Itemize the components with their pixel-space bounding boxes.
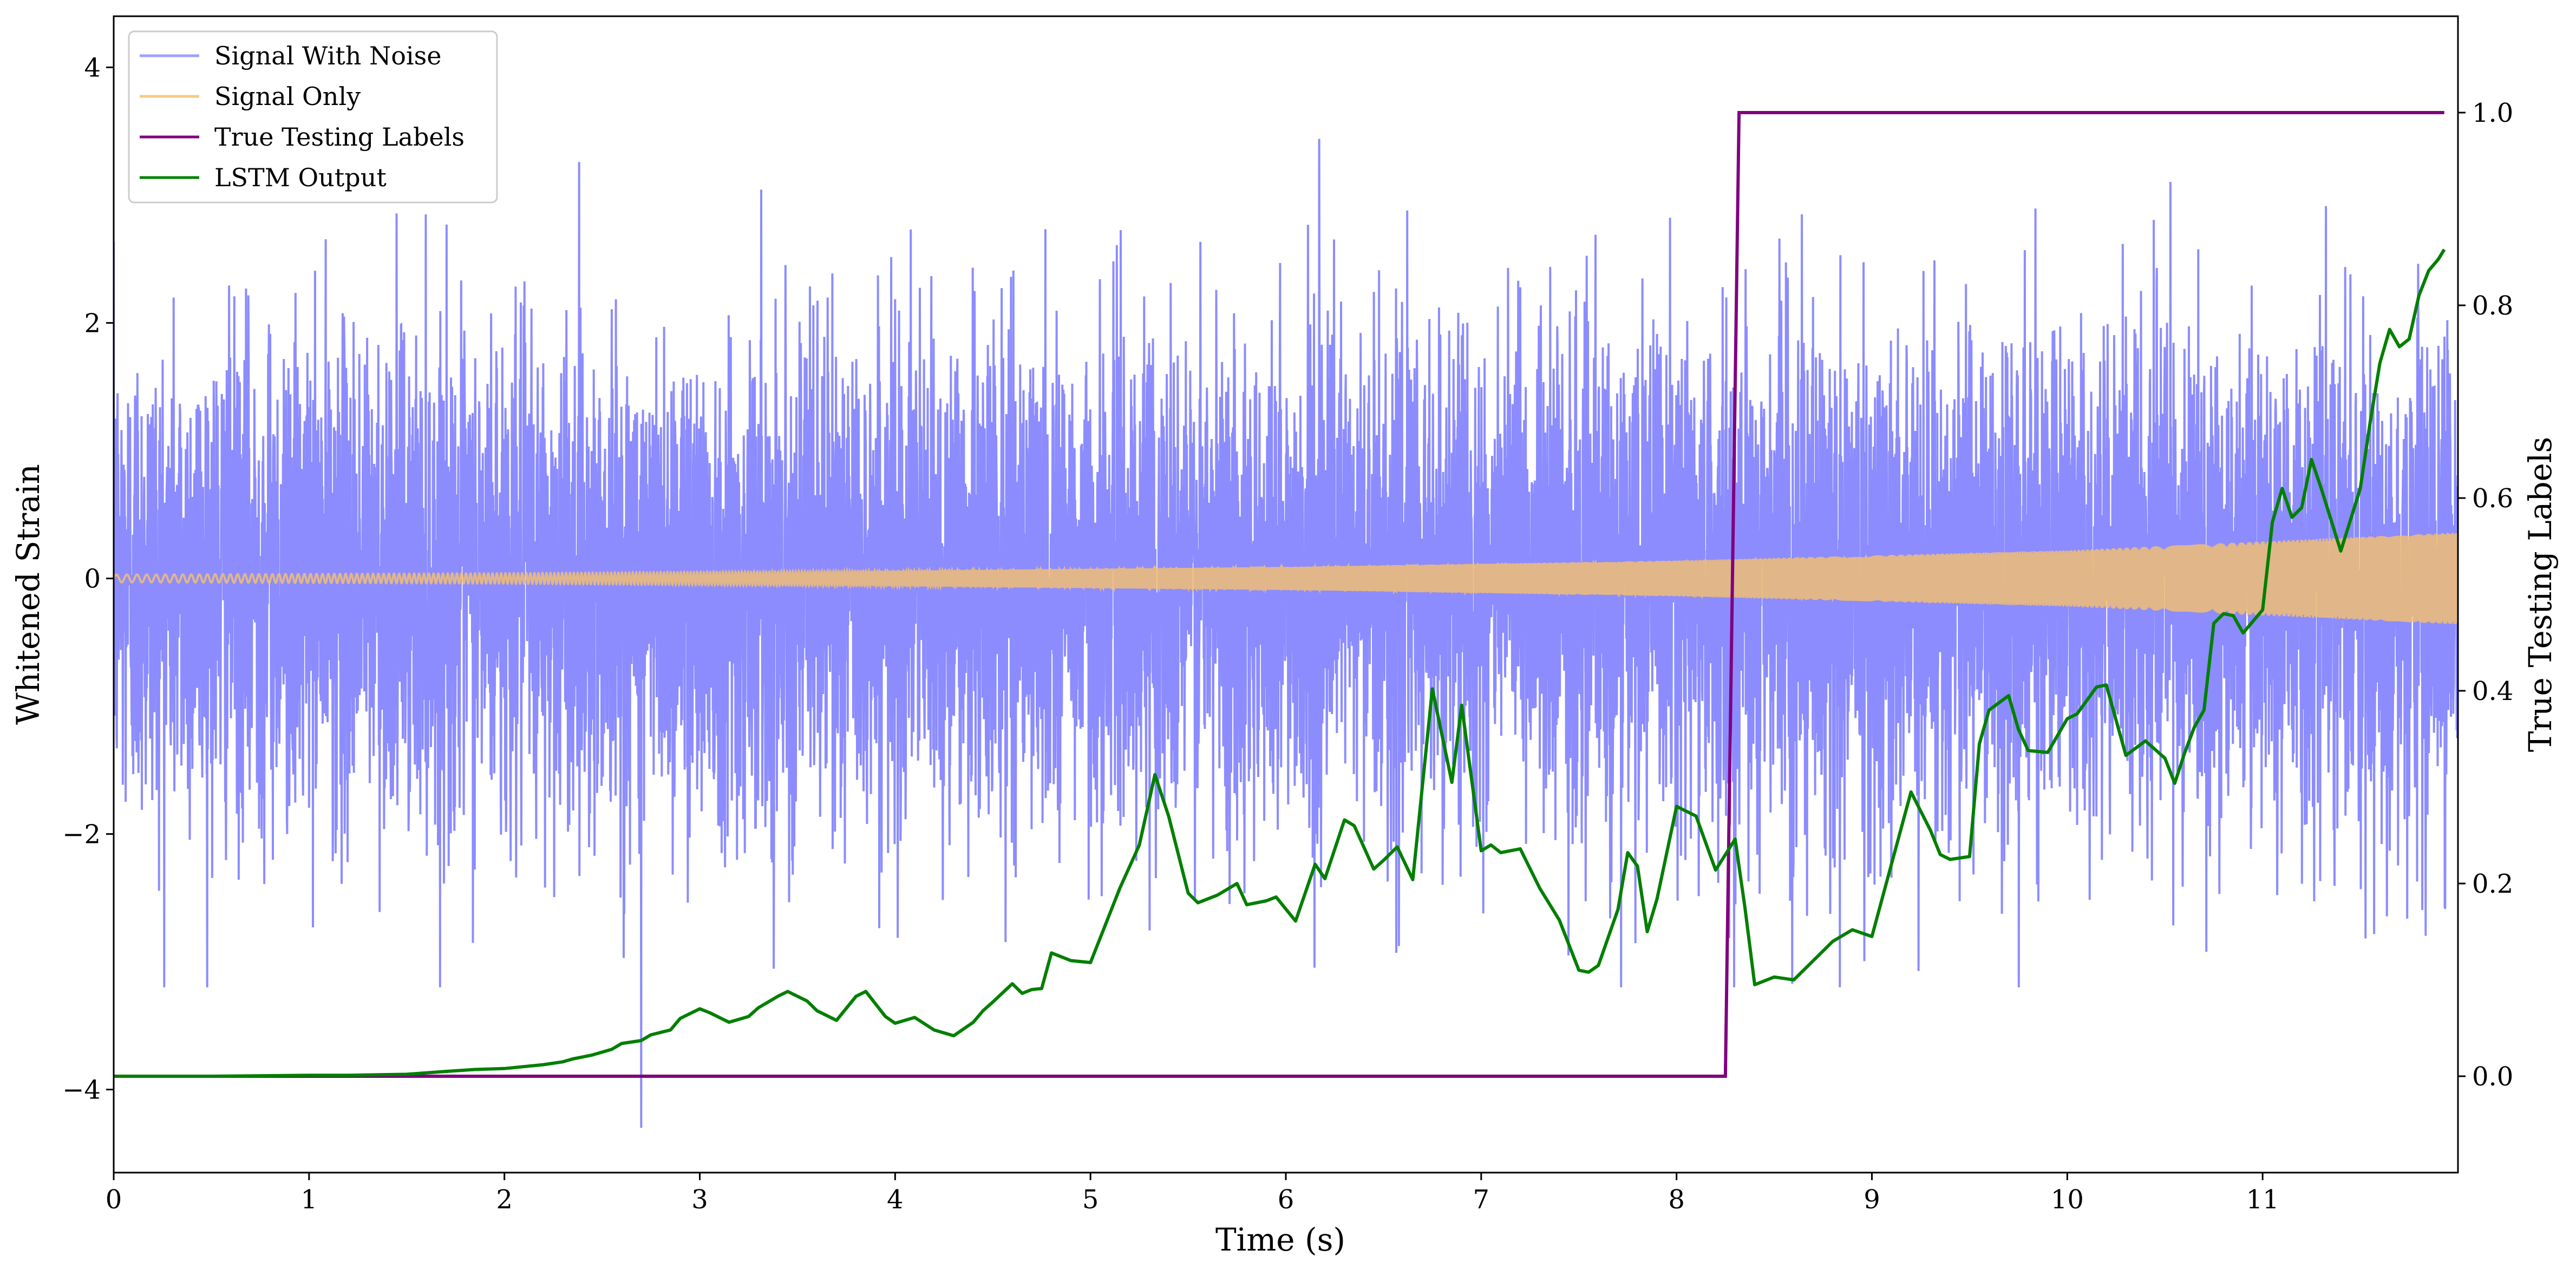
x-tick-label: 3 (691, 1185, 708, 1215)
y-left-tick-label: −2 (62, 820, 101, 850)
series-signal-only (114, 532, 2458, 624)
x-tick-label: 10 (2051, 1185, 2084, 1215)
legend-label-true-testing-labels: True Testing Labels (214, 122, 465, 152)
y-axis-left-title: Whitened Strain (10, 464, 47, 725)
x-tick-label: 7 (1473, 1185, 1490, 1215)
x-tick-label: 0 (106, 1185, 122, 1215)
series-true-testing-labels (114, 111, 2444, 1078)
x-tick-label: 11 (2246, 1185, 2279, 1215)
y-left-tick-label: 0 (84, 564, 101, 594)
x-axis-title: Time (s) (1215, 1221, 1345, 1258)
x-tick-label: 1 (301, 1185, 318, 1215)
x-tick-label: 4 (887, 1185, 904, 1215)
y-right-tick-label: 0.6 (2472, 483, 2513, 514)
legend-label-lstm-output: LSTM Output (214, 163, 387, 192)
y-axis-left: −4 −2 0 2 4 (62, 53, 114, 1105)
y-right-tick-label: 1.0 (2472, 98, 2513, 128)
y-right-tick-label: 0.0 (2472, 1062, 2513, 1092)
x-tick-label: 5 (1082, 1185, 1099, 1215)
y-axis-right-title: True Testing Labels (2522, 437, 2559, 752)
y-right-tick-label: 0.8 (2472, 291, 2513, 321)
plot-area (114, 111, 2458, 1128)
series-lstm-output (114, 248, 2446, 1078)
legend-label-signal-only: Signal Only (214, 82, 361, 111)
y-right-tick-label: 0.2 (2472, 869, 2513, 899)
x-tick-label: 6 (1278, 1185, 1294, 1215)
x-tick-label: 8 (1668, 1185, 1685, 1215)
legend: Signal With Noise Signal Only True Testi… (128, 30, 498, 204)
legend-label-signal-with-noise: Signal With Noise (214, 41, 441, 70)
y-right-tick-label: 0.4 (2472, 676, 2513, 706)
y-left-tick-label: 2 (84, 308, 101, 338)
y-left-tick-label: −4 (62, 1075, 101, 1105)
y-axis-right: 0.0 0.2 0.4 0.6 0.8 1.0 (2458, 98, 2513, 1092)
x-tick-label: 9 (1864, 1185, 1880, 1215)
x-tick-label: 2 (496, 1185, 513, 1215)
legend-box (128, 30, 498, 204)
y-left-tick-label: 4 (84, 53, 101, 83)
x-axis: 0 1 2 3 4 5 6 7 8 9 10 11 (106, 1173, 2279, 1215)
